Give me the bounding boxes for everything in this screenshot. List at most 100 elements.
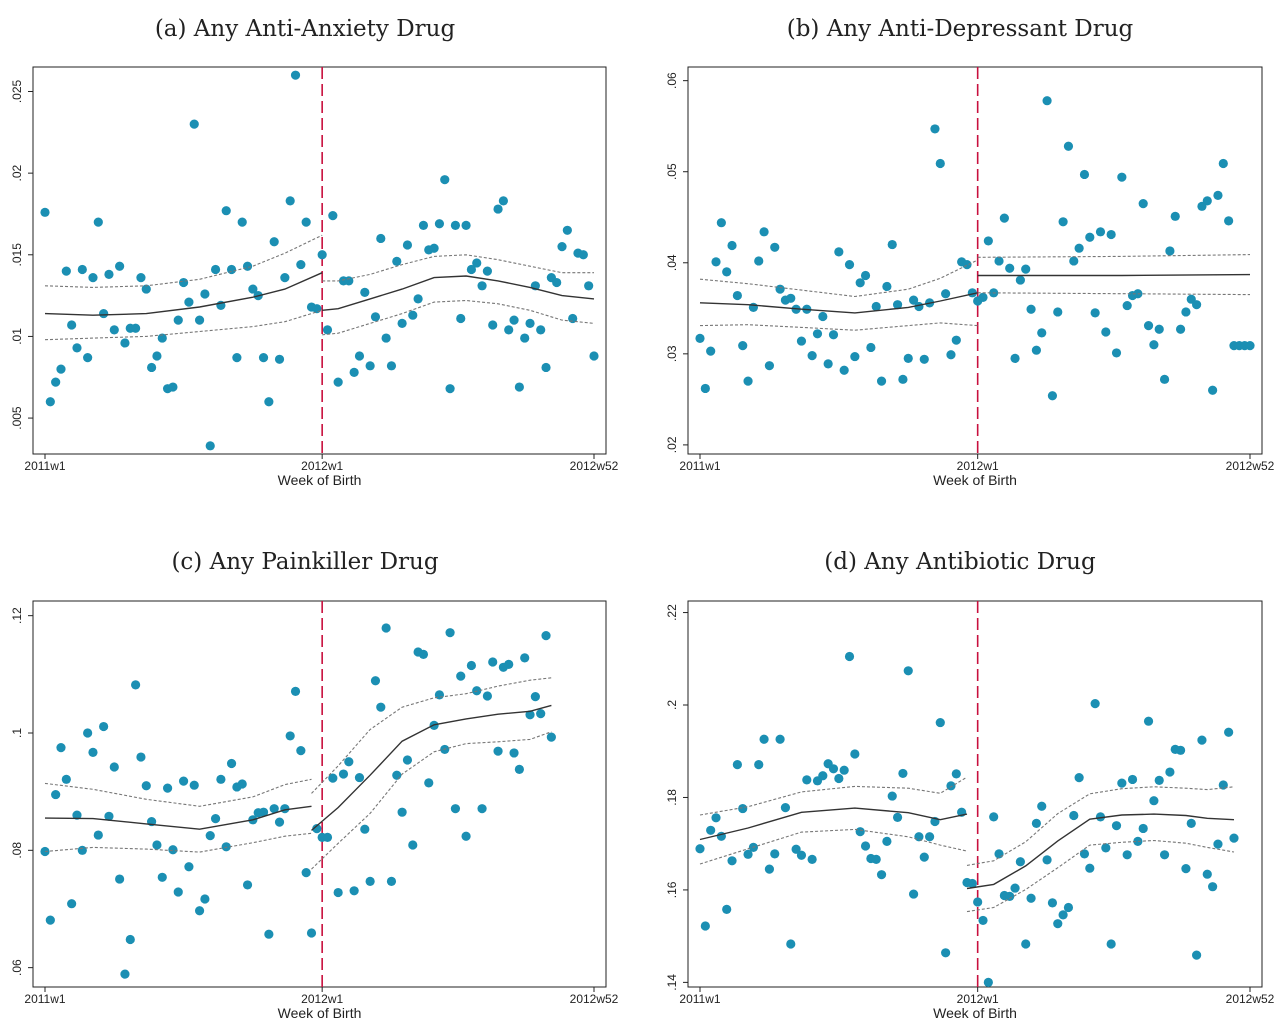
data-point	[360, 824, 370, 834]
x-tick-label: 2011w1	[679, 992, 720, 1006]
data-point	[925, 832, 935, 842]
data-point	[264, 929, 274, 939]
y-tick-label: .04	[665, 254, 679, 271]
data-point	[844, 259, 855, 270]
data-point	[898, 374, 908, 384]
data-point	[45, 397, 55, 407]
data-point	[370, 676, 381, 686]
data-point	[828, 330, 839, 340]
ci-lower-post	[311, 731, 552, 870]
data-point	[200, 289, 210, 299]
data-point	[1159, 850, 1170, 860]
y-tick-label: .02	[665, 436, 679, 453]
data-point	[290, 70, 301, 80]
data-point	[951, 335, 961, 345]
data-point	[397, 318, 407, 328]
data-point	[1133, 836, 1143, 846]
data-point	[525, 318, 535, 328]
ci-lower-pre	[699, 828, 968, 865]
x-axis-title: Week of Birth	[278, 1005, 362, 1021]
data-point	[1085, 232, 1095, 242]
data-point	[1154, 775, 1164, 785]
data-point	[184, 862, 194, 872]
data-point	[738, 803, 748, 814]
data-point	[93, 217, 103, 227]
data-point	[77, 264, 87, 275]
data-point	[935, 717, 945, 728]
data-point	[274, 817, 285, 827]
ci-upper-post	[966, 786, 1235, 866]
x-tick-label: 2012w52	[1226, 992, 1275, 1006]
ci-upper-pre	[44, 778, 312, 807]
data-point	[456, 671, 466, 681]
data-point	[780, 803, 791, 813]
data-point	[147, 362, 157, 373]
data-point	[770, 242, 780, 252]
data-point	[178, 277, 189, 288]
data-point	[700, 383, 710, 394]
data-point	[504, 325, 514, 335]
y-tick-label: .01	[10, 328, 24, 345]
data-point	[280, 804, 290, 814]
data-point	[349, 367, 359, 377]
data-point	[1031, 345, 1042, 355]
data-point	[152, 351, 162, 361]
data-point	[104, 811, 114, 821]
data-point	[258, 353, 269, 363]
data-point	[855, 278, 865, 288]
data-point	[205, 831, 215, 841]
data-point	[333, 887, 343, 898]
data-point	[1095, 227, 1106, 237]
data-point	[520, 333, 530, 343]
data-point	[376, 233, 386, 244]
data-point	[850, 749, 860, 759]
x-tick-label: 2012w52	[1226, 459, 1275, 473]
data-point	[584, 281, 594, 291]
data-point	[333, 377, 343, 387]
x-tick-label: 2011w1	[24, 459, 65, 473]
data-point	[168, 382, 178, 392]
data-point	[1154, 324, 1164, 334]
data-point	[1208, 385, 1218, 395]
data-point	[493, 746, 503, 756]
data-point	[1165, 246, 1175, 256]
data-point	[1010, 883, 1020, 893]
data-point	[173, 887, 183, 897]
data-point	[1005, 891, 1015, 901]
y-tick-label: .08	[10, 842, 24, 859]
data-point	[743, 849, 753, 859]
data-point	[328, 773, 338, 783]
data-point	[115, 261, 125, 271]
data-point	[210, 264, 221, 275]
chart-panel-1: (a) Any Anti-Anxiety Drug .005 .01 .015 .02.…	[10, 16, 619, 488]
fit-line-pre	[44, 272, 323, 316]
data-point	[973, 897, 983, 907]
x-tick-label: 2012w52	[570, 992, 619, 1006]
data-point	[839, 765, 849, 775]
data-point	[786, 293, 796, 303]
data-point	[1010, 353, 1020, 363]
data-point	[855, 827, 865, 837]
data-point	[322, 832, 333, 843]
data-point	[1074, 772, 1084, 783]
data-point	[520, 653, 530, 663]
data-point	[445, 384, 455, 394]
data-point	[274, 354, 285, 364]
data-point	[504, 659, 514, 669]
y-tick-label: .18	[665, 789, 679, 806]
data-point	[951, 769, 961, 779]
data-point	[536, 325, 546, 335]
data-point	[711, 257, 721, 267]
data-point	[871, 301, 881, 312]
data-point	[189, 119, 199, 129]
x-axis-title: Week of Birth	[278, 472, 362, 488]
data-point	[40, 207, 50, 217]
data-point	[482, 691, 492, 701]
plot-frame	[32, 66, 607, 455]
data-point	[296, 259, 306, 270]
data-point	[887, 239, 897, 250]
data-point	[946, 781, 956, 791]
data-point	[1245, 341, 1255, 351]
y-tick-label: .06	[10, 959, 24, 976]
data-point	[1042, 855, 1052, 865]
